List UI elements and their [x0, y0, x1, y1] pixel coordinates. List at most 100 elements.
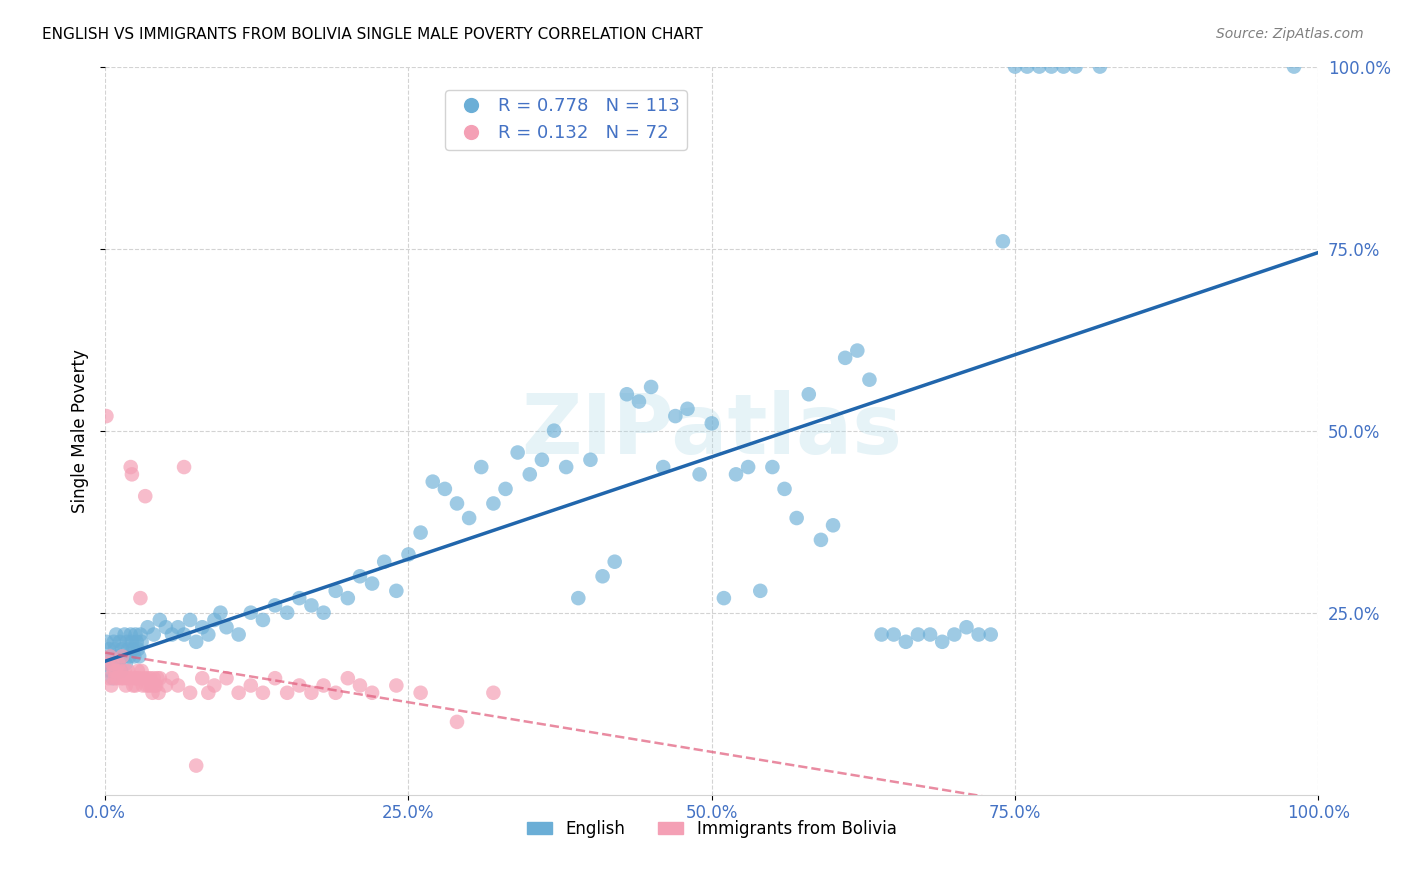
English: [97, 657, 120, 671]
Immigrants from Bolivia: [104, 671, 127, 685]
English: [197, 627, 219, 641]
English: [97, 642, 120, 657]
English: [264, 599, 287, 613]
English: [506, 445, 529, 459]
English: [713, 591, 735, 606]
English: [117, 642, 139, 657]
English: [640, 380, 662, 394]
Immigrants from Bolivia: [385, 678, 408, 692]
English: [797, 387, 820, 401]
English: [543, 424, 565, 438]
English: [239, 606, 262, 620]
Immigrants from Bolivia: [132, 671, 155, 685]
English: [495, 482, 517, 496]
English: [980, 627, 1002, 641]
Immigrants from Bolivia: [128, 671, 150, 685]
English: [446, 496, 468, 510]
Immigrants from Bolivia: [141, 678, 163, 692]
English: [103, 635, 125, 649]
English: [121, 635, 143, 649]
English: [215, 620, 238, 634]
English: [616, 387, 638, 401]
Immigrants from Bolivia: [136, 671, 159, 685]
Immigrants from Bolivia: [252, 686, 274, 700]
English: [131, 635, 153, 649]
Immigrants from Bolivia: [301, 686, 323, 700]
English: [1064, 60, 1087, 74]
English: [931, 635, 953, 649]
English: [276, 606, 298, 620]
Immigrants from Bolivia: [110, 671, 132, 685]
English: [373, 555, 395, 569]
English: [110, 664, 132, 678]
English: [209, 606, 232, 620]
English: [115, 635, 138, 649]
Immigrants from Bolivia: [239, 678, 262, 692]
English: [114, 627, 136, 641]
English: [870, 627, 893, 641]
English: [821, 518, 844, 533]
English: [409, 525, 432, 540]
English: [627, 394, 650, 409]
English: [173, 627, 195, 641]
Immigrants from Bolivia: [312, 678, 335, 692]
English: [676, 401, 699, 416]
Immigrants from Bolivia: [120, 460, 142, 475]
English: [228, 627, 250, 641]
Immigrants from Bolivia: [446, 714, 468, 729]
Immigrants from Bolivia: [118, 671, 141, 685]
Immigrants from Bolivia: [127, 664, 149, 678]
Immigrants from Bolivia: [114, 664, 136, 678]
Immigrants from Bolivia: [111, 649, 134, 664]
English: [883, 627, 905, 641]
Immigrants from Bolivia: [108, 664, 131, 678]
Text: ZIPatlas: ZIPatlas: [522, 390, 903, 471]
English: [167, 620, 190, 634]
English: [127, 642, 149, 657]
English: [136, 620, 159, 634]
English: [112, 649, 135, 664]
Immigrants from Bolivia: [101, 657, 124, 671]
English: [567, 591, 589, 606]
Immigrants from Bolivia: [349, 678, 371, 692]
English: [1052, 60, 1074, 74]
Immigrants from Bolivia: [96, 409, 118, 423]
English: [1282, 60, 1305, 74]
English: [385, 583, 408, 598]
English: [920, 627, 942, 641]
Immigrants from Bolivia: [173, 460, 195, 475]
English: [689, 467, 711, 482]
Immigrants from Bolivia: [148, 686, 170, 700]
English: [652, 460, 675, 475]
Immigrants from Bolivia: [336, 671, 359, 685]
Immigrants from Bolivia: [146, 671, 169, 685]
Text: ENGLISH VS IMMIGRANTS FROM BOLIVIA SINGLE MALE POVERTY CORRELATION CHART: ENGLISH VS IMMIGRANTS FROM BOLIVIA SINGL…: [42, 27, 703, 42]
English: [458, 511, 481, 525]
Immigrants from Bolivia: [160, 671, 183, 685]
Immigrants from Bolivia: [105, 664, 128, 678]
English: [967, 627, 990, 641]
English: [202, 613, 225, 627]
English: [664, 409, 686, 423]
Immigrants from Bolivia: [124, 671, 146, 685]
Immigrants from Bolivia: [155, 678, 177, 692]
Immigrants from Bolivia: [107, 657, 129, 671]
English: [810, 533, 832, 547]
English: [149, 613, 172, 627]
English: [191, 620, 214, 634]
Immigrants from Bolivia: [112, 671, 135, 685]
English: [125, 635, 148, 649]
English: [433, 482, 456, 496]
Immigrants from Bolivia: [98, 649, 121, 664]
English: [124, 649, 146, 664]
English: [288, 591, 311, 606]
Immigrants from Bolivia: [97, 671, 120, 685]
Immigrants from Bolivia: [97, 657, 120, 671]
Immigrants from Bolivia: [264, 671, 287, 685]
Immigrants from Bolivia: [149, 671, 172, 685]
Immigrants from Bolivia: [167, 678, 190, 692]
Immigrants from Bolivia: [117, 664, 139, 678]
Immigrants from Bolivia: [142, 671, 165, 685]
English: [101, 671, 124, 685]
English: [894, 635, 917, 649]
